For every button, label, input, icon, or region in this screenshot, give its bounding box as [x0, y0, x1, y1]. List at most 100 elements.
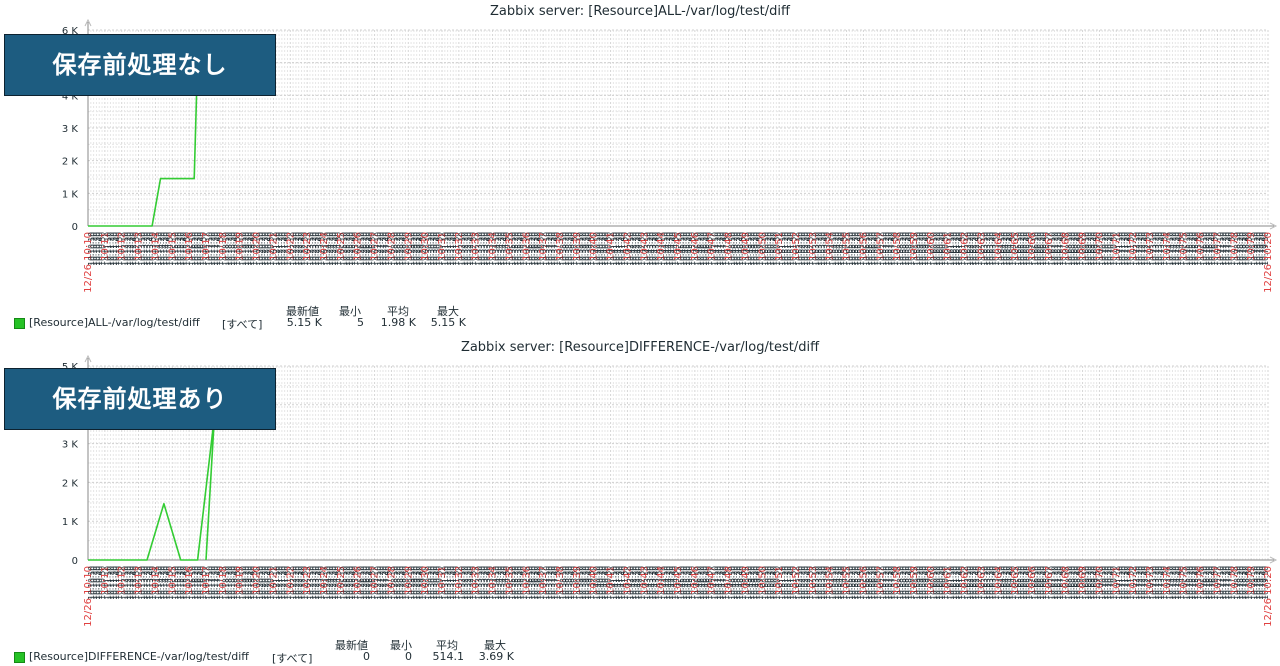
legend-value-last: 5.15 K: [286, 316, 322, 329]
x-tick-label: 10:18:30: [227, 566, 236, 600]
x-tick-label: 10:47:40: [719, 232, 728, 266]
x-tick-label: 10:65:50: [1025, 232, 1034, 266]
x-tick-label: 10:37:10: [542, 566, 551, 600]
x-tick-label: 10:58:20: [899, 232, 908, 266]
x-tick-label: 10:76:20: [1202, 232, 1211, 266]
x-tick-label: 10:46:30: [699, 566, 708, 600]
x-tick-label: 10:35: [504, 566, 515, 595]
x-tick-label: 10:32:40: [466, 566, 475, 600]
x-tick-label: 10:45:50: [688, 566, 697, 600]
x-tick-label: 10:70:30: [1104, 566, 1113, 600]
x-tick-label: 10:69:40: [1090, 232, 1099, 266]
legend-value-max: 3.69 K: [478, 650, 514, 663]
x-tick-label: 10:38:30: [564, 232, 573, 266]
x-tick-label: 10:31:40: [449, 232, 458, 266]
x-tick-label: 10:24:30: [328, 232, 337, 266]
x-tick-label: 10:19:50: [250, 566, 259, 600]
x-tick-label: 10:33:10: [475, 232, 484, 266]
x-tick-label: 10:40:40: [601, 566, 610, 600]
x-tick-label: 10:75: [1179, 566, 1190, 595]
x-tick-label: 10:23:30: [312, 232, 321, 266]
x-tick-label: 10:42:10: [626, 232, 635, 266]
x-tick-label: 10:53:40: [820, 232, 829, 266]
x-tick-label: 10:23:20: [309, 232, 318, 266]
x-tick-label: 10:74:20: [1168, 566, 1177, 600]
x-tick-label: 10:50:50: [772, 232, 781, 266]
x-tick-label: 10:36:10: [525, 232, 534, 266]
legend-header-max: 最大: [484, 639, 506, 652]
x-tick-label: 10:16:50: [199, 232, 208, 266]
x-tick-label: 10:15: [167, 232, 178, 261]
x-tick-label: 10:38:50: [570, 232, 579, 266]
x-tick-label: 10:76:10: [1199, 566, 1208, 600]
x-tick-label: 10:15:50: [182, 566, 191, 600]
x-tick-label: 10:43: [639, 232, 650, 261]
x-tick-label: 10:14:20: [157, 232, 166, 266]
x-tick-label: 10:45:30: [682, 566, 691, 600]
x-tick-label: 10:79:40: [1258, 566, 1267, 600]
x-tick-label: 10:54:30: [834, 232, 843, 266]
x-tick-label: 10:69:40: [1090, 566, 1099, 600]
x-tick-label: 10:18: [218, 566, 229, 595]
x-tick-label: 10:23:30: [312, 566, 321, 600]
x-tick-label: 10:51: [774, 232, 785, 261]
x-tick-label: 10:29:50: [418, 232, 427, 266]
legend-color-swatch: [14, 318, 25, 329]
x-tick-label: 10:43: [639, 566, 650, 595]
x-tick-label: 10:20:10: [255, 566, 264, 600]
x-tick-label: 10:18:50: [233, 566, 242, 600]
x-tick-label: 10:34:40: [500, 232, 509, 266]
x-tick-label: 10:34:50: [503, 232, 512, 266]
x-tick-label: 10:44:50: [671, 232, 680, 266]
x-tick-label: 10:54:30: [834, 566, 843, 600]
x-tick-label: 10:68:20: [1067, 232, 1076, 266]
x-tick-label: 10:62:50: [975, 566, 984, 600]
x-tick-label: 10:30:20: [427, 232, 436, 266]
x-tick-label: 10:19:10: [239, 566, 248, 600]
x-tick-label: 10:14:40: [163, 232, 172, 266]
x-tick-label: 10:12: [117, 566, 128, 595]
x-tick-label: 10:79:20: [1253, 566, 1262, 600]
x-tick-label: 10:44: [656, 566, 667, 595]
x-tick-label: 10:17:40: [213, 232, 222, 266]
x-tick-label: 10:32:30: [463, 566, 472, 600]
x-tick-label: 10:10:30: [92, 566, 101, 600]
x-tick-label: 10:40:50: [604, 232, 613, 266]
x-tick-label: 10:24:10: [323, 232, 332, 266]
x-tick-label: 10:67:30: [1053, 566, 1062, 600]
x-tick-label: 10:73: [1145, 232, 1156, 261]
x-tick-label: 10:51:40: [786, 566, 795, 600]
x-tick-label: 10:18:40: [230, 566, 239, 600]
x-tick-label: 10:71:40: [1124, 566, 1133, 600]
x-tick-label: 10:24:20: [326, 232, 335, 266]
x-tick-label: 10:72: [1128, 232, 1139, 261]
x-tick-label: 10:56:30: [868, 232, 877, 266]
x-tick-label: 10:78:30: [1239, 566, 1248, 600]
x-tick-label: 10:66:40: [1039, 232, 1048, 266]
x-tick-label: 10:30:50: [435, 566, 444, 600]
x-tick-label: 10:33:20: [477, 566, 486, 600]
x-tick-label: 10:38:20: [562, 566, 571, 600]
x-tick-label: 10:18:30: [227, 232, 236, 266]
x-tick-label: 10:38:10: [559, 566, 568, 600]
x-tick-label: 10:55:30: [851, 232, 860, 266]
x-tick-label: 10:75:20: [1185, 566, 1194, 600]
legend-series-name: [Resource]ALL-/var/log/test/diff: [29, 316, 200, 329]
x-tick-label: 10:32:50: [469, 566, 478, 600]
legend-header-last: 最新値: [286, 305, 319, 318]
x-tick-label: 10:69:20: [1084, 566, 1093, 600]
x-tick-label: 10:60:50: [941, 232, 950, 266]
x-tick-label: 10:62:10: [963, 232, 972, 266]
x-tick-label: 10:34: [488, 566, 499, 595]
x-tick-label: 10:27:10: [373, 232, 382, 266]
x-tick-label: 10:75:10: [1183, 232, 1192, 266]
x-tick-label: 10:71:50: [1126, 566, 1135, 600]
x-tick-label: 10:13:50: [149, 232, 158, 266]
x-tick-label: 10:40:30: [598, 566, 607, 600]
x-tick-label: 10:65:40: [1022, 232, 1031, 266]
x-tick-label: 10:26:10: [357, 232, 366, 266]
x-tick-label: 10:20: [252, 566, 263, 595]
x-tick-label: 10:17: [201, 232, 212, 261]
x-tick-label: 10:13:20: [140, 566, 149, 600]
x-tick-label: 10:60:20: [932, 232, 941, 266]
